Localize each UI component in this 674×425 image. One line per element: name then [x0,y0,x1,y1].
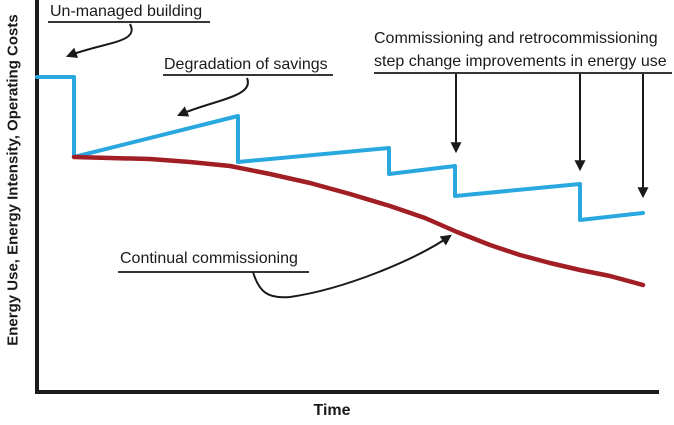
annotation-arrow-degradation-0 [176,77,249,117]
annotation-continual-commissioning: Continual commissioning [120,250,298,267]
series-line-commissioning-sawtooth [35,75,645,222]
series-line-continual-commissioning [71,154,646,288]
y-axis-label: Energy Use, Energy Intensity, Operating … [4,14,22,346]
x-axis-label: Time [313,402,351,419]
annotation-degradation-of-savings: Degradation of savings [164,56,328,73]
annotation-commissioning-retrocommissioning: Commissioning and retrocommissioning ste… [374,27,667,73]
annotation-arrow-continual-0 [252,234,452,299]
annotation-arrow-unmanaged-0 [65,23,133,58]
annotation-unmanaged-building: Un-managed building [50,3,203,20]
annotation-commissioning-line1: Commissioning and retrocommissioning [374,30,658,47]
annotation-commissioning-line2: step change improvements in energy use [374,53,667,70]
chart-layer [35,0,672,394]
